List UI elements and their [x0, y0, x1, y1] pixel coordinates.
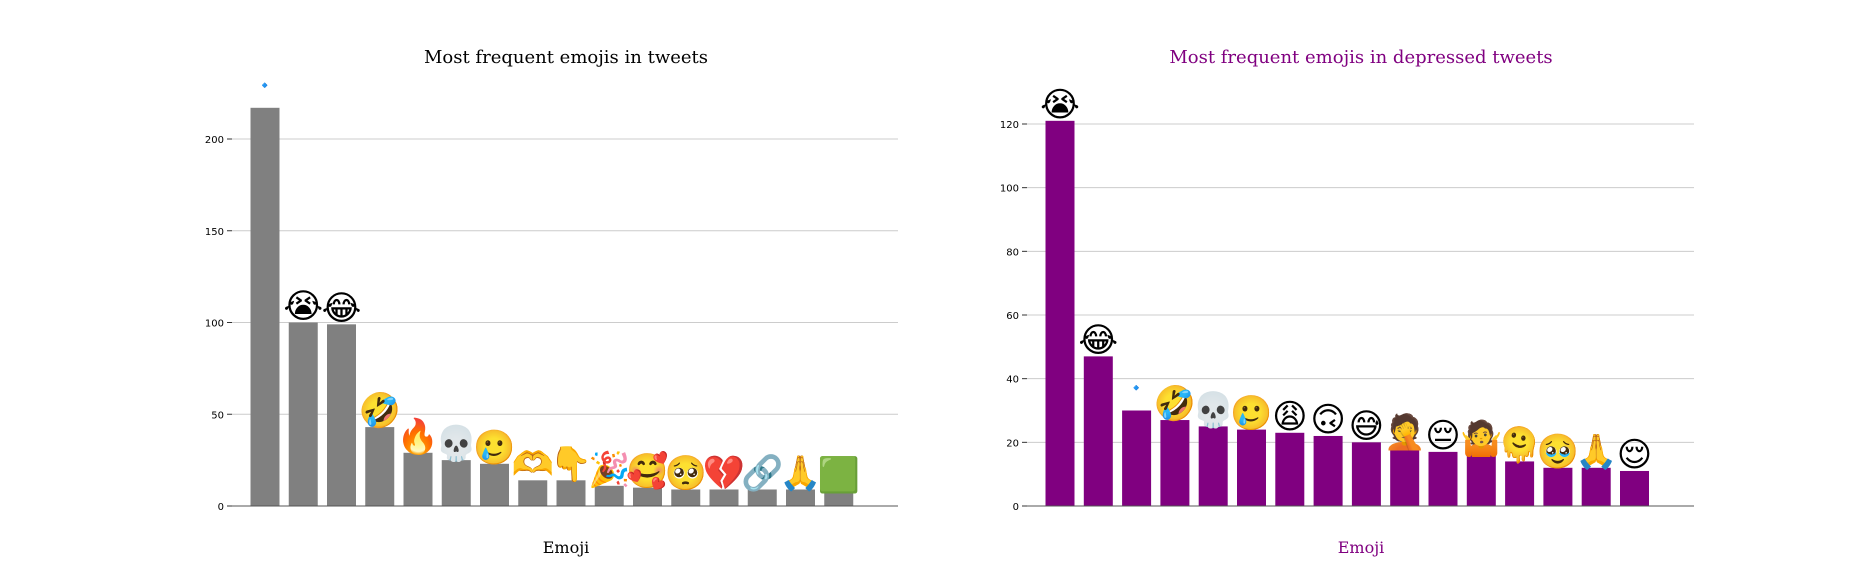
bar-emoji: 🤦 [1384, 412, 1426, 453]
bar-emoji: 🙃 [1310, 400, 1345, 440]
bar-emoji: 🔹 [256, 78, 273, 94]
y-tick-label: 80 [1006, 247, 1019, 258]
bar [480, 463, 509, 506]
bar [1505, 461, 1535, 506]
bar [441, 460, 471, 506]
bar [1620, 470, 1649, 506]
bars [1045, 120, 1649, 507]
chart-title: Most frequent emojis in tweets [424, 47, 708, 68]
bar-emoji-labels: 🔹 😭😂 🤣🔥💀🥲🫶👇🎉🥰🥺💔🔗🙏🟩 [256, 78, 860, 496]
bar [1390, 448, 1420, 506]
y-tick-label: 100 [1000, 184, 1019, 195]
bar [1237, 429, 1266, 506]
y-tick-label: 60 [1006, 311, 1019, 322]
bar-emoji: 🫶 [512, 444, 554, 484]
bar-emoji: 😅 [1349, 406, 1384, 446]
bar-emoji: 😭 [1040, 85, 1080, 125]
y-tick-label: 50 [211, 410, 224, 421]
x-axis-label: Emoji [1338, 538, 1385, 557]
y-tick-label: 0 [218, 502, 224, 513]
gridlines [232, 138, 898, 415]
bar-emoji: 😩 [1272, 397, 1307, 437]
bar [1581, 467, 1611, 506]
bar [1351, 442, 1381, 506]
bar [1122, 410, 1152, 506]
chart-title: Most frequent emojis in depressed tweets [1169, 47, 1552, 68]
bar [403, 452, 433, 506]
bar-emoji: 🤷 [1460, 418, 1502, 459]
bar [1198, 426, 1228, 506]
bar [594, 485, 624, 506]
bar [556, 480, 586, 506]
bar [365, 427, 395, 506]
y-tick-label: 40 [1006, 375, 1019, 386]
bar-emoji: 💔 [703, 453, 746, 493]
y-tick-label: 100 [205, 319, 224, 330]
bar-emoji: 💀 [435, 424, 477, 464]
bar-emoji: 😔 [1425, 416, 1460, 456]
bar-emoji: 🙏 [1575, 432, 1617, 472]
bar [1045, 120, 1075, 507]
bar-emoji: 🥹 [1537, 432, 1579, 472]
bar [633, 487, 662, 506]
bar [1428, 451, 1458, 506]
chart-depressed-tweets: Most frequent emojis in depressed tweets… [1000, 47, 1694, 557]
bar-emoji: 👇 [550, 444, 592, 484]
bar-emoji: 🥺 [665, 453, 707, 493]
bar [250, 107, 280, 507]
x-axis-label: Emoji [543, 538, 590, 557]
y-tick-label: 0 [1013, 502, 1019, 513]
bar [1275, 432, 1305, 506]
bar-emoji: 😂 [1078, 320, 1118, 360]
bar-emoji: 🫠 [1498, 422, 1540, 465]
bar [288, 322, 318, 506]
chart-all-tweets: Most frequent emojis in tweets Emoji 0 50… [205, 47, 898, 557]
bar [327, 324, 356, 506]
bar [709, 489, 739, 506]
bar-emoji: 😂 [322, 288, 362, 328]
bar-emoji: 🟩 [818, 455, 860, 495]
bar [786, 489, 815, 506]
y-tick-label: 20 [1006, 438, 1019, 449]
bar-emoji: 🔹 [1128, 381, 1145, 397]
bar-emoji: 🔥 [397, 417, 439, 457]
y-tick-label: 200 [205, 135, 224, 146]
y-tick-label: 120 [1000, 120, 1019, 131]
bar-emoji: 🤣 [1152, 384, 1196, 425]
y-axis-ticks: 0 20 40 60 80 100 120 [1000, 120, 1027, 513]
bar-emoji: 🙏 [779, 453, 821, 493]
bar-emoji: 🤣 [357, 391, 401, 432]
bar-emoji: 😭 [283, 287, 323, 327]
bar-emoji: 🥲 [473, 428, 515, 468]
bar [1466, 455, 1496, 506]
bar [671, 489, 701, 506]
bar [1160, 420, 1190, 506]
bar [747, 489, 777, 506]
bar-emoji: 🥰 [626, 451, 668, 492]
bars [250, 107, 854, 507]
bar [518, 480, 548, 506]
bar-emoji: 💀 [1192, 390, 1234, 430]
bar-emoji: 🥲 [1230, 394, 1272, 434]
bar [1543, 467, 1573, 506]
y-tick-label: 150 [205, 227, 224, 238]
bar [1083, 356, 1113, 506]
bar [1313, 435, 1343, 506]
bar-emoji: 🎉 [588, 450, 630, 490]
bar-emoji: 🔗 [741, 452, 783, 493]
y-axis-ticks: 0 50 100 150 200 [205, 135, 232, 513]
bar-emoji: 😌 [1617, 435, 1652, 475]
bar-emoji-labels: 😭 😂 🔹 🤣💀🥲 😩 🙃 😅 🤦 😔 🤷🫠🥹🙏 😌 [1040, 85, 1652, 475]
bar [824, 491, 854, 506]
